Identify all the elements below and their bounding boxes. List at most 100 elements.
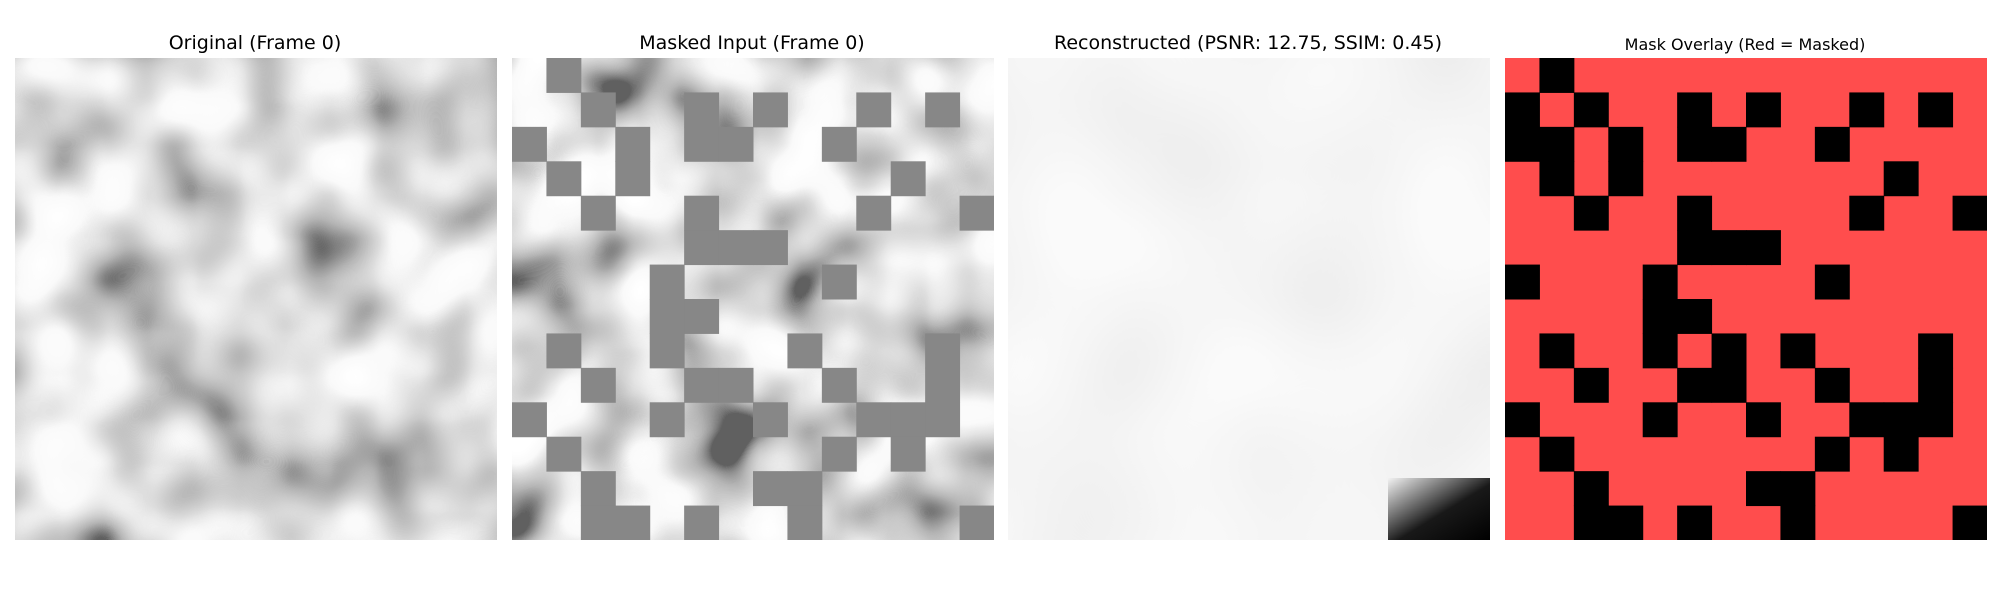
masked-patch	[753, 230, 788, 266]
masked-patch	[718, 230, 754, 266]
overlay-visible-cell	[1918, 367, 1954, 403]
masked-patch	[890, 402, 926, 438]
masked-patch	[684, 126, 720, 162]
overlay-visible-cell	[1918, 92, 1954, 128]
masked-patch	[649, 299, 685, 334]
overlay-visible-cell	[1608, 161, 1644, 197]
overlay-visible-cell	[1711, 333, 1747, 369]
masked-patch	[856, 402, 892, 438]
masked-patch	[649, 264, 685, 300]
panel-title-original: Original (Frame 0)	[168, 32, 342, 54]
masked-patch	[821, 436, 857, 472]
masked-patch	[890, 436, 926, 472]
overlay-visible-cell	[1677, 505, 1713, 540]
masked-patch	[821, 264, 857, 300]
overlay-visible-cell	[1918, 402, 1954, 438]
masked-input-panel	[512, 58, 994, 540]
overlay-visible-cell	[1849, 92, 1885, 128]
masked-patch	[959, 195, 994, 231]
masked-patch	[684, 367, 720, 403]
masked-patch	[890, 161, 926, 197]
original-image-panel	[15, 58, 497, 540]
reconstructed-image	[1008, 58, 1490, 540]
overlay-visible-cell	[1711, 367, 1747, 403]
overlay-visible-cell	[1883, 161, 1919, 197]
masked-patch	[580, 471, 616, 507]
overlay-visible-cell	[1539, 58, 1575, 93]
masked-patch	[615, 505, 651, 540]
masked-patch	[684, 195, 720, 231]
overlay-visible-cell	[1849, 402, 1885, 438]
overlay-visible-cell	[1573, 92, 1609, 128]
overlay-visible-cell	[1814, 367, 1850, 403]
overlay-visible-cell	[1539, 333, 1575, 369]
masked-patch	[580, 505, 616, 540]
overlay-visible-cell	[1918, 333, 1954, 369]
overlay-visible-cell	[1505, 92, 1540, 128]
overlay-visible-cell	[1677, 367, 1713, 403]
original-image	[15, 58, 497, 540]
masked-patch	[925, 92, 961, 128]
masked-patch	[821, 367, 857, 403]
overlay-visible-cell	[1952, 195, 1987, 231]
masked-patch	[925, 402, 961, 438]
overlay-visible-cell	[1814, 264, 1850, 300]
masked-patch	[753, 402, 788, 438]
masked-patch	[580, 195, 616, 231]
overlay-visible-cell	[1608, 126, 1644, 162]
masked-patch	[684, 92, 720, 128]
overlay-visible-cell	[1642, 264, 1678, 300]
masked-patch	[684, 230, 720, 266]
masked-patch	[649, 402, 685, 438]
mask-overlay-panel	[1505, 58, 1987, 540]
masked-input-blocks	[512, 58, 994, 540]
masked-patch	[512, 126, 547, 162]
overlay-visible-cell	[1883, 436, 1919, 472]
overlay-visible-cell	[1608, 505, 1644, 540]
masked-patch	[959, 505, 994, 540]
overlay-visible-cell	[1573, 471, 1609, 507]
masked-patch	[546, 58, 582, 93]
overlay-visible-cell	[1505, 402, 1540, 438]
masked-patch	[546, 333, 582, 369]
overlay-visible-cell	[1573, 367, 1609, 403]
overlay-visible-cell	[1642, 402, 1678, 438]
masked-patch	[925, 367, 961, 403]
overlay-visible-cell	[1849, 195, 1885, 231]
overlay-visible-cell	[1746, 230, 1781, 266]
overlay-visible-cell	[1677, 195, 1713, 231]
masked-patch	[718, 126, 754, 162]
overlay-visible-cell	[1814, 436, 1850, 472]
overlay-visible-cell	[1780, 333, 1816, 369]
masked-patch	[787, 505, 823, 540]
masked-patch	[753, 92, 788, 128]
masked-patch	[615, 161, 651, 197]
overlay-visible-cell	[1573, 195, 1609, 231]
masked-patch	[512, 402, 547, 438]
masked-patch	[821, 126, 857, 162]
masked-patch	[546, 436, 582, 472]
masked-patch	[718, 367, 754, 403]
masked-patch	[684, 505, 720, 540]
panel-title-reconstructed: Reconstructed (PSNR: 12.75, SSIM: 0.45)	[1054, 32, 1442, 54]
overlay-visible-cell	[1952, 505, 1987, 540]
overlay-visible-cell	[1780, 505, 1816, 540]
masked-patch	[856, 195, 892, 231]
masked-patch	[649, 333, 685, 369]
overlay-visible-cell	[1780, 471, 1816, 507]
masked-patch	[753, 471, 788, 507]
overlay-visible-cell	[1505, 264, 1540, 300]
reconstructed-panel	[1008, 58, 1490, 540]
overlay-visible-cell	[1746, 471, 1781, 507]
overlay-visible-cell	[1642, 299, 1678, 334]
overlay-visible-cell	[1505, 126, 1540, 162]
overlay-visible-cell	[1573, 505, 1609, 540]
overlay-visible-cell	[1746, 402, 1781, 438]
overlay-visible-cell	[1677, 126, 1713, 162]
overlay-visible-cell	[1677, 230, 1713, 266]
overlay-visible-cell	[1711, 230, 1747, 266]
overlay-visible-cell	[1539, 126, 1575, 162]
masked-patch	[580, 92, 616, 128]
reconstructed-dark-corner	[1388, 478, 1490, 540]
masked-patch	[546, 161, 582, 197]
